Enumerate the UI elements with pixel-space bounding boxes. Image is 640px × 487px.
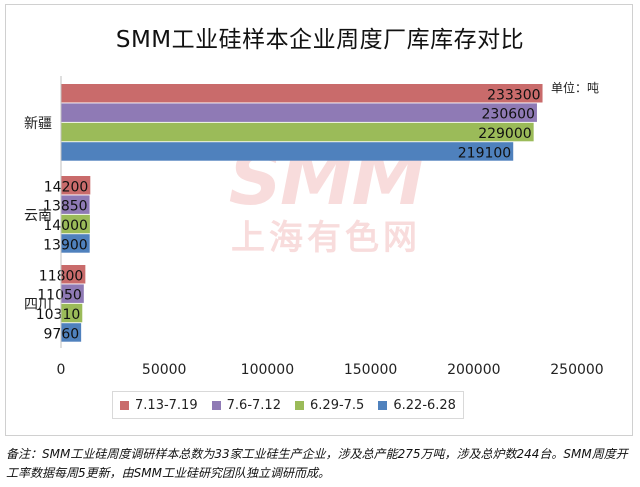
x-tick-label: 0 xyxy=(57,362,66,378)
x-tick-label: 50000 xyxy=(142,362,187,378)
data-label: 13900 xyxy=(43,237,88,253)
data-label: 233300 xyxy=(487,87,540,103)
legend-item: 6.22-6.28 xyxy=(378,398,456,413)
legend-label: 6.22-6.28 xyxy=(393,397,456,413)
data-label: 229000 xyxy=(478,126,531,142)
category-label: 四川 xyxy=(24,297,52,313)
x-tick-label: 200000 xyxy=(447,362,500,378)
legend-label: 7.13-7.19 xyxy=(135,397,198,413)
legend-swatch xyxy=(211,400,221,410)
unit-label: 单位：吨 xyxy=(551,81,600,95)
legend-item: 7.13-7.19 xyxy=(120,398,198,413)
chart-title: SMM工业硅样本企业周度厂库库存对比 xyxy=(115,27,525,53)
chart-frame xyxy=(5,4,633,436)
legend-swatch xyxy=(378,400,388,410)
bar-0-1 xyxy=(61,103,537,122)
footnote: 备注：SMM工业硅周度调研样本总数为33家工业硅生产企业，涉及总产能275万吨，… xyxy=(6,447,628,480)
legend-item: 6.29-7.5 xyxy=(295,398,364,413)
category-label: 云南 xyxy=(24,208,52,224)
bar-2-3 xyxy=(61,323,82,342)
bar-2-0 xyxy=(61,265,86,284)
legend-label: 6.29-7.5 xyxy=(310,397,365,413)
legend-item: 7.6-7.12 xyxy=(211,397,281,413)
data-label: 11050 xyxy=(37,288,82,304)
legend-label: 7.6-7.12 xyxy=(226,397,281,413)
bar-0-3 xyxy=(61,142,514,161)
bar-1-1 xyxy=(61,195,90,214)
bar-1-3 xyxy=(61,234,90,253)
legend-swatch xyxy=(295,400,305,410)
bar-0-2 xyxy=(61,122,534,142)
data-label: 14200 xyxy=(44,179,89,195)
data-label: 230600 xyxy=(482,107,535,123)
category-label: 新疆 xyxy=(24,116,52,132)
bar-1-0 xyxy=(61,176,91,195)
bar-0-0 xyxy=(61,84,543,103)
bar-1-2 xyxy=(61,214,90,234)
legend-swatch xyxy=(120,400,130,410)
data-label: 10310 xyxy=(36,307,81,323)
data-label: 13850 xyxy=(43,199,88,215)
data-label: 14000 xyxy=(43,218,88,234)
chart-legend: 7.13-7.19 7.6-7.12 6.29-7.5 6.22-6.28 xyxy=(112,391,464,419)
x-tick-label: 150000 xyxy=(344,362,397,378)
bar-2-1 xyxy=(61,284,84,303)
bar-2-2 xyxy=(61,303,83,323)
x-tick-label: 250000 xyxy=(550,362,603,378)
data-label: 219100 xyxy=(458,145,511,161)
x-tick-label: 100000 xyxy=(241,362,294,378)
bar-chart: 233300 230600 229000 219100 14200 13850 14000 1… xyxy=(24,76,604,378)
